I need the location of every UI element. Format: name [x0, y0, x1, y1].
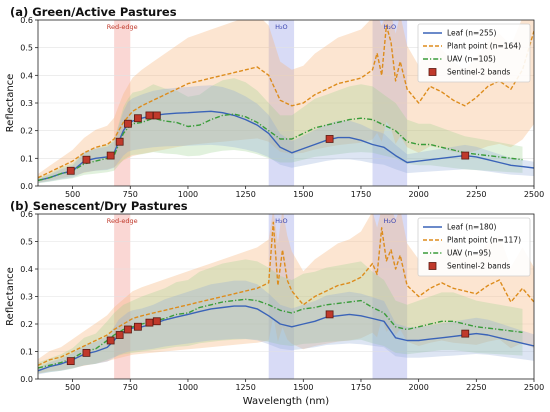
data-point-marker [82, 155, 91, 164]
panel-a: (a) Green/Active Pastures Red-edge H₂O H₂O 0… [5, 5, 544, 199]
series-line [38, 221, 534, 366]
legend: Leaf (n=180) Plant point (n=117) UAV (n=95… [417, 217, 531, 277]
data-point-marker [124, 119, 132, 128]
panel-b: (b) Senescent/Dry Pastures Red-edge H₂O H₂O… [5, 199, 544, 407]
panel-title: (b) Senescent/Dry Pastures [10, 199, 188, 213]
legend-entry: Leaf (n=255) [447, 29, 497, 38]
x-tick-label: 2250 [466, 190, 486, 199]
legend: Leaf (n=255) Plant point (n=164) UAV (n=10… [417, 23, 531, 83]
y-tick-label: 0.4 [20, 71, 33, 80]
plot-area [38, 214, 534, 379]
region-label: H₂O [384, 23, 397, 31]
data-point-marker [66, 357, 75, 366]
y-tick-label: 0.1 [20, 348, 33, 357]
y-tick-label: 0.2 [20, 320, 33, 329]
legend-swatch [428, 262, 437, 270]
data-point-marker [82, 348, 91, 357]
y-tick-label: 0.5 [20, 44, 33, 53]
y-axis-label: Reflectance [5, 74, 16, 133]
region-label: Red-edge [107, 217, 138, 225]
data-point-marker [133, 322, 142, 331]
data-point-marker [152, 111, 161, 120]
x-tick-label: 1000 [178, 190, 198, 199]
series-line [38, 298, 523, 369]
series-envelope [38, 259, 523, 374]
legend-swatch [428, 68, 437, 76]
data-point-marker [66, 166, 75, 175]
x-tick-label: 1750 [351, 383, 371, 392]
panel-title: (a) Green/Active Pastures [10, 5, 177, 19]
data-point-marker [115, 137, 124, 146]
legend-entry: Plant point (n=117) [447, 236, 521, 245]
y-tick-label: 0.3 [20, 99, 33, 108]
data-point-marker [461, 329, 470, 338]
series-envelope [38, 85, 534, 183]
series-envelope [38, 78, 523, 184]
y-tick-label: 0.4 [20, 265, 33, 274]
x-tick-label: 1500 [293, 190, 313, 199]
series-envelope [38, 214, 534, 374]
x-tick-label: 500 [65, 190, 80, 199]
data-point-marker [106, 151, 115, 160]
x-tick-label: 2000 [408, 190, 428, 199]
data-point-marker [133, 114, 142, 123]
legend-entry: UAV (n=95) [447, 249, 491, 258]
x-tick-label: 750 [123, 190, 138, 199]
legend-entry: UAV (n=105) [447, 55, 496, 64]
y-tick-label: 0.3 [20, 293, 33, 302]
series-envelope [38, 20, 534, 183]
legend-entry: Sentinel-2 bands [447, 68, 510, 77]
x-tick-label: 2500 [524, 190, 544, 199]
x-axis-label: Wavelength (nm) [243, 396, 329, 407]
series-line [38, 113, 523, 182]
region-label: H₂O [384, 217, 397, 225]
data-point-marker [106, 336, 115, 345]
x-tick-label: 2250 [466, 383, 486, 392]
series-envelope [38, 280, 534, 375]
legend-box [417, 217, 531, 277]
legend-entry: Plant point (n=164) [447, 42, 521, 51]
x-tick-label: 1250 [235, 190, 255, 199]
x-tick-label: 1750 [351, 190, 371, 199]
y-tick-label: 0.0 [20, 182, 33, 191]
series-line [38, 24, 534, 179]
x-tick-label: 500 [65, 383, 80, 392]
y-tick-label: 0.2 [20, 127, 33, 136]
y-tick-label: 0.6 [20, 210, 33, 219]
y-tick-label: 0.6 [20, 16, 33, 25]
legend-entry: Leaf (n=180) [447, 223, 497, 232]
data-point-marker [152, 317, 161, 326]
data-point-marker [145, 318, 154, 327]
x-tick-label: 2500 [524, 383, 544, 392]
y-tick-label: 0.5 [20, 238, 33, 247]
data-point-marker [325, 310, 334, 319]
region-label: H₂O [275, 23, 288, 31]
data-point-marker [115, 331, 124, 339]
data-point-marker [325, 135, 334, 143]
legend-box [417, 23, 531, 83]
x-tick-label: 750 [123, 383, 138, 392]
data-point-marker [461, 151, 470, 160]
y-tick-label: 0.1 [20, 154, 33, 163]
data-point-marker [124, 325, 132, 334]
x-tick-label: 1250 [235, 383, 255, 392]
region-label: H₂O [275, 217, 288, 225]
x-tick-label: 1000 [178, 383, 198, 392]
x-tick-label: 2000 [408, 383, 428, 392]
x-tick-label: 1500 [293, 383, 313, 392]
y-axis-label: Reflectance [5, 267, 16, 326]
data-point-marker [145, 111, 154, 120]
y-tick-label: 0.0 [20, 375, 33, 384]
legend-entry: Sentinel-2 bands [447, 262, 510, 271]
region-label: Red-edge [107, 23, 138, 31]
